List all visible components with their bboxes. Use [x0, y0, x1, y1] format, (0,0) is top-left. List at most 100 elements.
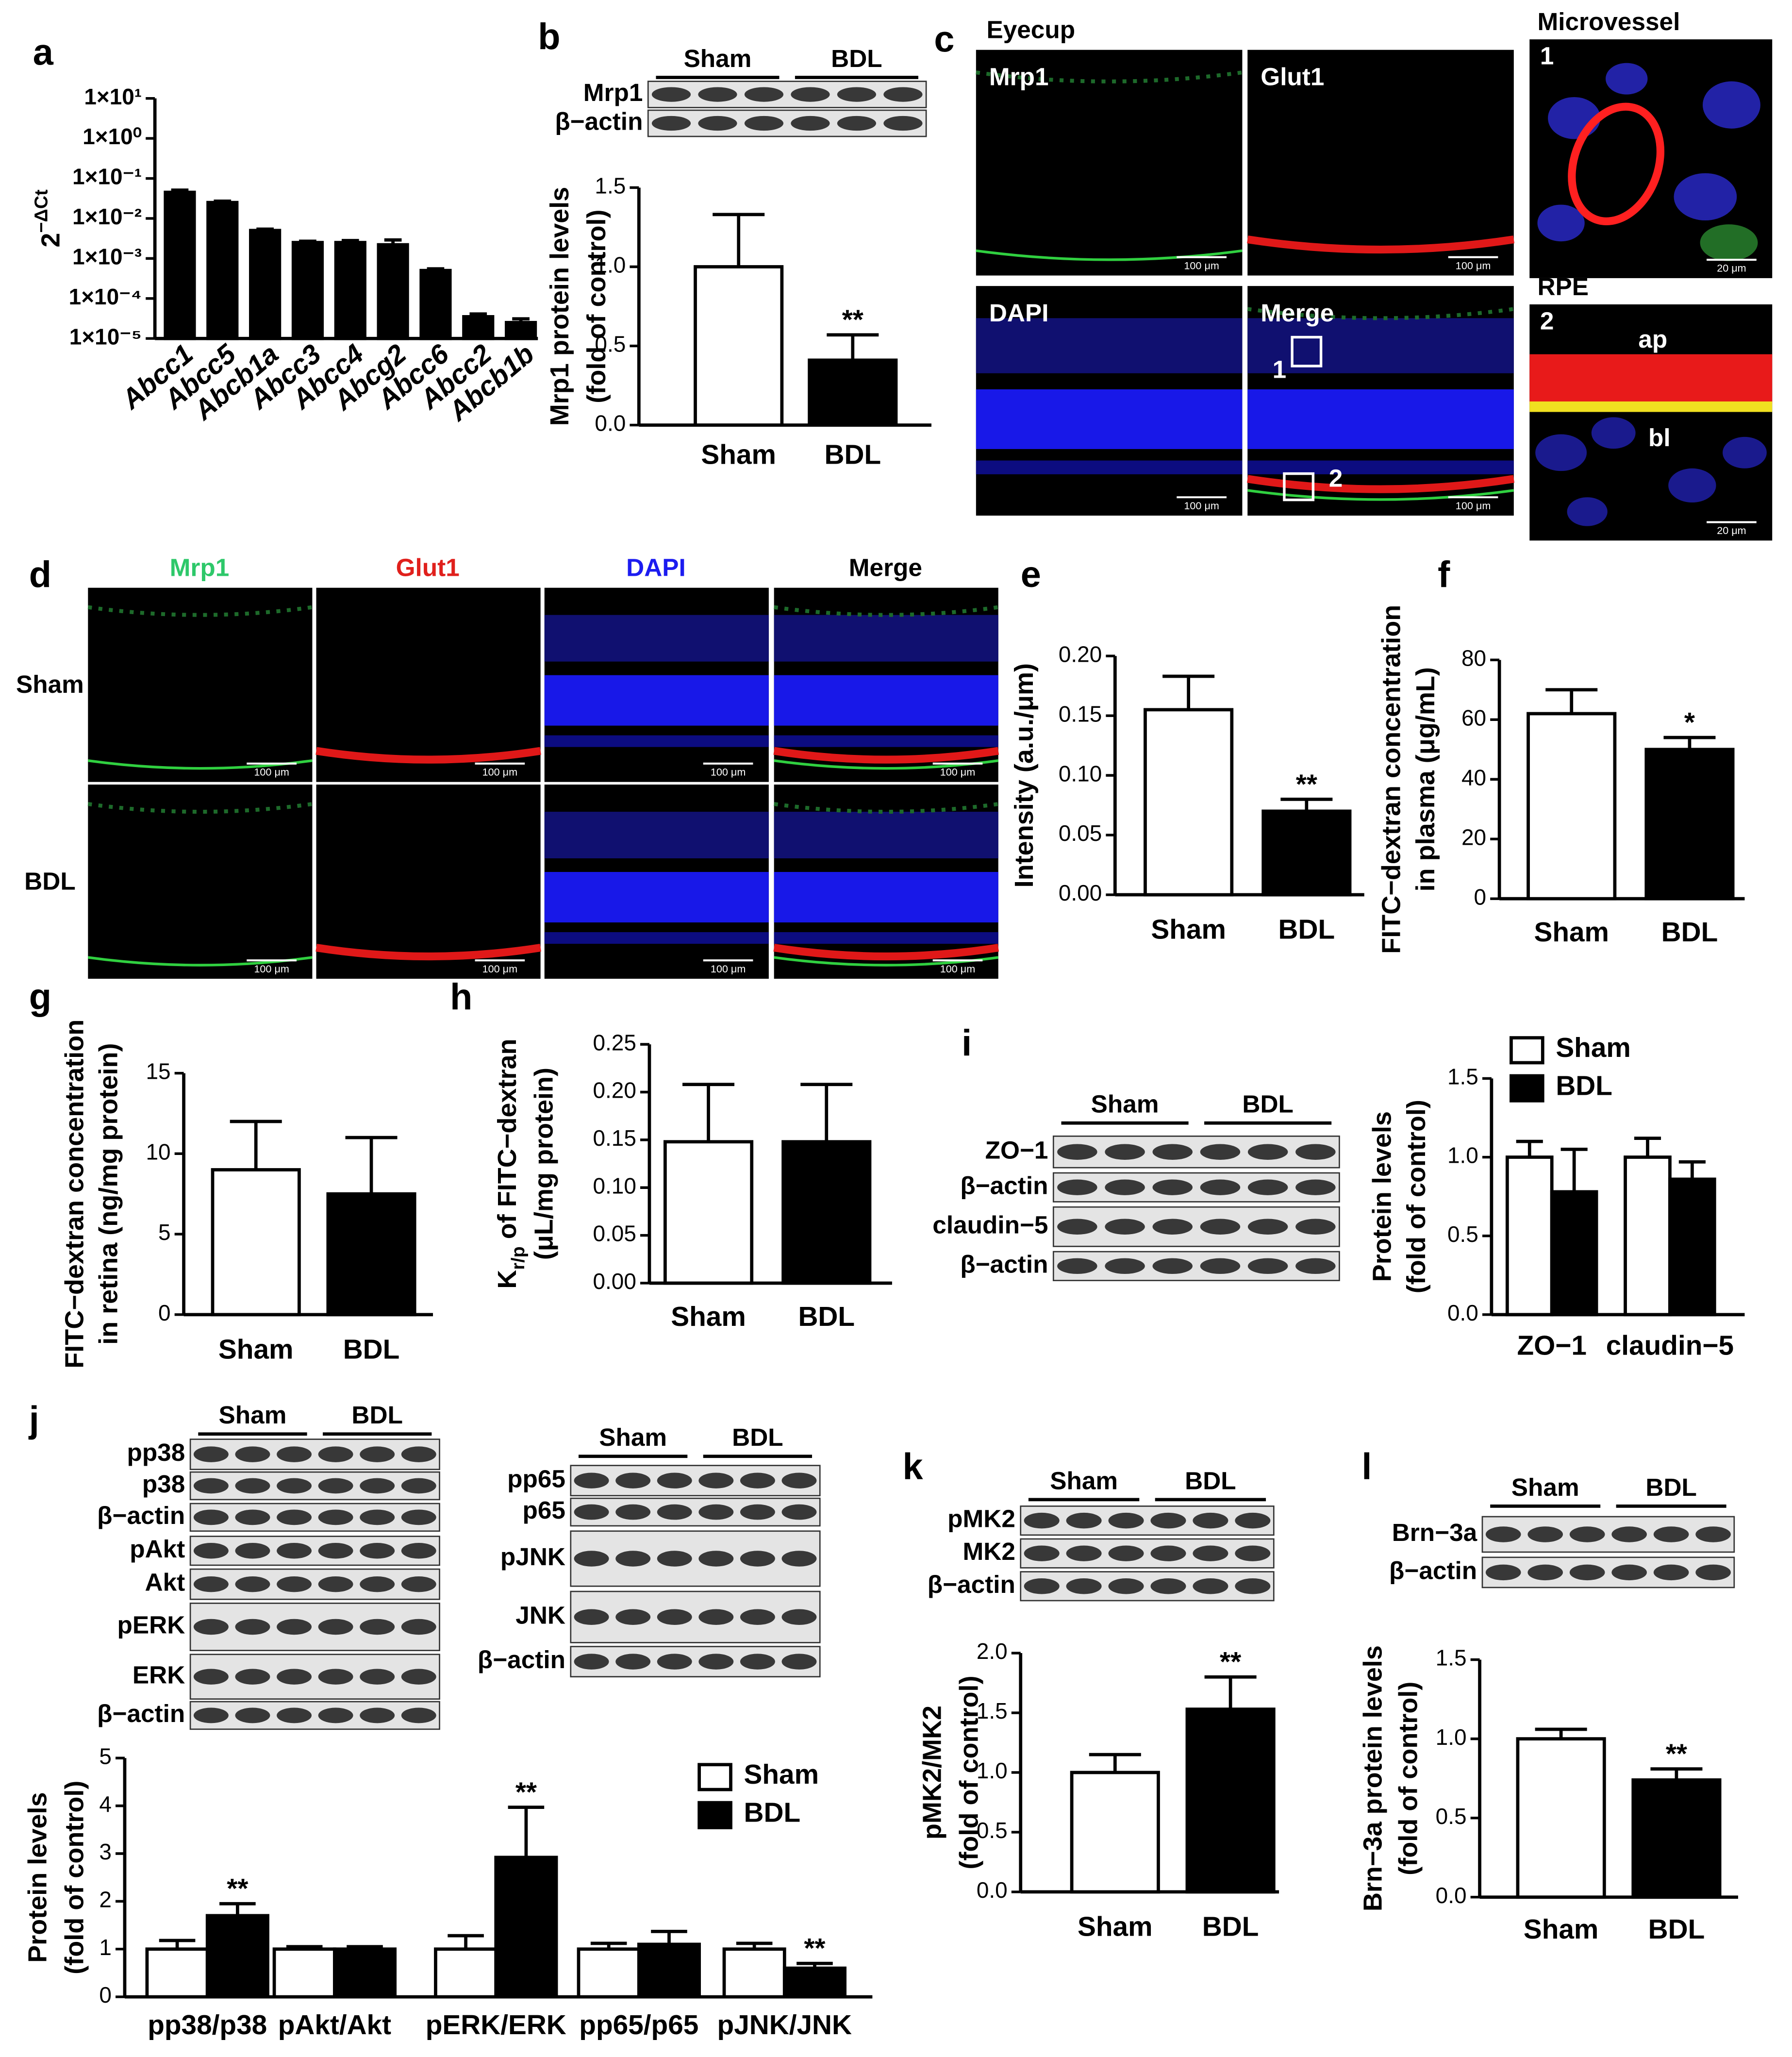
blot-band [1152, 1179, 1193, 1195]
y-axis-label: Kr/p of FITC−dextran [493, 1038, 529, 1288]
error-bar [796, 1961, 833, 1969]
micrograph [316, 785, 541, 979]
dapi-layer [544, 812, 769, 859]
mrp1-signal [976, 249, 1243, 261]
blot-band [791, 116, 830, 131]
inset-number: 2 [1540, 307, 1554, 334]
significance: ** [515, 1777, 537, 1808]
blot-row-label: β−actin [555, 108, 643, 135]
micrograph [1247, 50, 1514, 276]
x-tick-label: Sham [218, 1334, 294, 1365]
blot-band [1527, 1526, 1563, 1542]
blot-band [1200, 1179, 1241, 1195]
blot-group-label: BDL [1242, 1090, 1294, 1118]
bar [577, 1947, 641, 1999]
y-axis-label-part: −ΔCt [31, 189, 51, 233]
blot-strip [1020, 1505, 1275, 1536]
y-axis-label: Mrp1 protein levels [545, 187, 574, 426]
blot-band [277, 1543, 312, 1559]
y-tick-label: 2.0 [977, 1639, 1008, 1664]
y-axis-label: Protein levels [23, 1792, 52, 1962]
error-bar [1678, 1160, 1706, 1179]
y-tick-label: 0.05 [593, 1221, 636, 1246]
blot-strip [1052, 1206, 1340, 1247]
dapi-layer [976, 318, 1243, 373]
y-tick-label: 1.5 [1447, 1064, 1478, 1089]
dapi-layer [544, 735, 769, 747]
y-tick-label: 0.5 [1436, 1804, 1467, 1829]
y-tick-label: 1.5 [1436, 1645, 1467, 1671]
blot-band [1235, 1512, 1271, 1529]
blot-band [360, 1576, 395, 1592]
panel-label: d [29, 554, 51, 595]
significance: ** [1296, 769, 1318, 800]
bar [1527, 712, 1617, 901]
y-tick-label: 1.5 [977, 1698, 1008, 1723]
y-tick-label: 2 [99, 1887, 112, 1912]
blot-row-label: β−actin [928, 1571, 1015, 1598]
nucleus [1723, 436, 1767, 468]
blot-band [781, 1472, 817, 1488]
inset-number: 1 [1540, 42, 1554, 69]
glut1-signal [773, 944, 999, 961]
y-tick-label: 1.5 [595, 173, 626, 199]
y-tick-label: 0.20 [1059, 641, 1102, 667]
x-tick-label: pJNK/JNK [717, 2010, 852, 2040]
y-tick-label: 0 [99, 1982, 112, 2007]
y-tick-label: 1×10¹ [84, 84, 142, 109]
blot-group-label: BDL [351, 1401, 403, 1429]
blot-band [615, 1654, 651, 1670]
y-tick-label: 1×10⁻¹ [72, 164, 142, 189]
error-bar [171, 188, 189, 193]
blot-band [1695, 1564, 1731, 1581]
x-tick-label: claudin−5 [1606, 1330, 1734, 1361]
x-tick-label: Sham [1151, 915, 1226, 945]
blot-band [235, 1509, 270, 1525]
micrograph [88, 587, 313, 782]
blot-strip [1052, 1251, 1340, 1281]
blot-band [657, 1472, 692, 1488]
nucleus [1537, 204, 1585, 242]
x-tick-label: Sham [1078, 1912, 1153, 1942]
scale-bar-label: 100 μm [482, 963, 518, 975]
x-tick-label: BDL [343, 1334, 400, 1365]
bar [1550, 1190, 1598, 1317]
legend-label: BDL [1556, 1070, 1612, 1101]
blot-band [1569, 1564, 1605, 1581]
y-tick-label: 5 [158, 1220, 171, 1245]
y-axis-label: pMK2/MK2 [918, 1706, 947, 1840]
dapi-layer [774, 812, 998, 859]
blot-band [744, 87, 784, 102]
bar [494, 1856, 558, 1999]
blot-band [277, 1509, 312, 1525]
legend-label: BDL [744, 1797, 801, 1828]
microvessel [1568, 102, 1665, 225]
blot-group-label: Sham [1091, 1090, 1159, 1118]
x-tick-label: BDL [1278, 915, 1335, 945]
blot-band [1108, 1578, 1144, 1594]
blot-strip [570, 1646, 821, 1678]
scale-bar-label: 100 μm [940, 766, 976, 778]
column-header: Mrp1 [170, 553, 230, 581]
blot-row-label: pp65 [507, 1465, 565, 1492]
blot-band [574, 1504, 609, 1520]
blot-band [781, 1504, 817, 1520]
y-axis-label: (fold of control) [1394, 1682, 1423, 1875]
blot-group-label: Sham [1511, 1473, 1579, 1501]
dapi-layer [1247, 389, 1514, 449]
blot-band [1150, 1512, 1186, 1529]
row-label: Sham [16, 670, 84, 698]
blot-band [277, 1669, 312, 1685]
inset-marker [1283, 472, 1315, 502]
y-axis-label: in plasma (μg/mL) [1411, 667, 1440, 891]
bar [419, 268, 452, 340]
blot-row-label: pJNK [500, 1543, 565, 1571]
blot-band [235, 1619, 270, 1635]
blot-group-label: Sham [599, 1423, 667, 1451]
blot-band [193, 1509, 229, 1525]
blot-row-label: Mrp1 [583, 79, 643, 106]
blot-band [615, 1504, 651, 1520]
blot-band [360, 1707, 395, 1723]
blot-band [837, 116, 877, 131]
blot-row-label: pp38 [127, 1438, 185, 1466]
